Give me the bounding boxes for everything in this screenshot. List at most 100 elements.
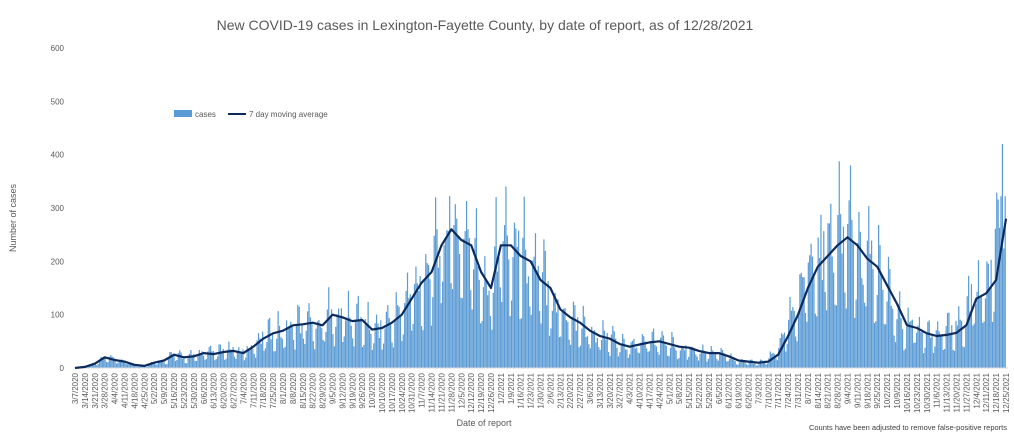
bar	[371, 349, 373, 368]
bar	[117, 362, 119, 368]
bar	[215, 359, 217, 368]
bar	[115, 363, 117, 368]
bar	[858, 211, 860, 368]
bar	[211, 351, 213, 368]
bar	[683, 350, 686, 368]
x-tick-label: 3/14/2020	[81, 372, 90, 408]
bar	[720, 347, 722, 368]
x-tick-label: 11/13/2021	[943, 372, 952, 412]
bar	[693, 348, 695, 368]
bar	[740, 360, 742, 368]
bar	[654, 344, 656, 368]
bar	[349, 317, 351, 368]
bar	[550, 328, 552, 368]
x-tick-label: 3/27/2021	[616, 372, 625, 408]
bar	[218, 344, 220, 368]
x-tick-label: 10/30/2021	[923, 372, 932, 413]
legend: cases 7 day moving average	[174, 110, 328, 119]
bar	[775, 358, 777, 368]
legend-label-cases: cases	[195, 110, 216, 119]
bar	[776, 360, 778, 368]
bar	[467, 229, 469, 368]
x-tick-label: 12/26/2020	[487, 372, 496, 413]
bar	[961, 320, 963, 368]
bar	[596, 337, 598, 368]
x-tick-label: 4/25/2020	[140, 372, 149, 408]
bar	[557, 299, 559, 368]
bar	[450, 283, 452, 368]
bar	[603, 330, 605, 368]
bar	[316, 321, 319, 368]
bar	[831, 256, 833, 368]
bar	[848, 200, 850, 368]
bar	[963, 347, 966, 368]
bar	[387, 305, 389, 368]
bar	[246, 346, 248, 368]
bar	[522, 237, 524, 368]
x-tick-label: 9/26/2020	[358, 372, 367, 408]
bar	[527, 276, 530, 368]
bar	[429, 279, 431, 368]
bar	[401, 340, 403, 368]
bar	[685, 345, 687, 368]
bar	[194, 360, 196, 368]
bar	[259, 338, 261, 368]
bar	[471, 309, 473, 368]
y-axis-label: Number of cases	[8, 183, 18, 252]
x-tick-label: 6/20/2020	[220, 372, 229, 408]
x-tick-label: 12/12/2020	[467, 372, 476, 413]
bar	[610, 334, 613, 368]
bar	[172, 354, 174, 368]
bar	[105, 361, 108, 368]
bar	[399, 316, 402, 368]
bar	[976, 291, 978, 368]
bar	[939, 335, 942, 368]
bar	[571, 316, 573, 368]
bar	[553, 295, 555, 368]
bar	[852, 242, 854, 368]
bar	[96, 365, 98, 368]
bar	[530, 314, 532, 368]
legend-swatch-cases	[174, 110, 192, 117]
bar	[870, 240, 873, 368]
bar	[907, 307, 909, 368]
bar	[427, 265, 430, 368]
x-axis-label: Date of report	[456, 418, 512, 428]
bar	[475, 208, 478, 368]
bar	[613, 331, 615, 368]
x-tick-label: 10/3/2020	[368, 372, 377, 408]
bar	[1000, 196, 1002, 368]
bar	[813, 277, 815, 368]
bar	[359, 320, 361, 368]
x-tick-label: 6/27/2020	[229, 372, 238, 408]
bar	[352, 338, 354, 368]
bar	[793, 310, 795, 368]
bar	[337, 308, 340, 368]
bar	[264, 348, 267, 368]
bar	[896, 319, 898, 368]
bar	[112, 357, 115, 368]
x-tick-label: 8/15/2020	[299, 372, 308, 408]
x-tick-label: 5/22/2021	[695, 372, 704, 408]
bar	[345, 320, 347, 368]
bar	[955, 320, 957, 368]
bar	[655, 346, 658, 368]
x-tick-label: 3/6/2021	[586, 372, 595, 404]
bar	[231, 349, 233, 368]
bar	[674, 347, 676, 368]
bar	[923, 353, 925, 368]
bar	[488, 290, 490, 368]
bar	[519, 319, 521, 368]
bar	[568, 339, 570, 368]
bar	[408, 297, 410, 368]
bar	[221, 352, 223, 368]
bar	[910, 320, 912, 368]
bar	[802, 277, 804, 368]
bar	[382, 343, 385, 368]
bar	[134, 364, 136, 368]
bar	[346, 317, 348, 368]
x-tick-label: 2/13/2021	[556, 372, 565, 408]
bar	[370, 333, 372, 368]
bar	[347, 290, 350, 368]
bar	[430, 325, 433, 368]
